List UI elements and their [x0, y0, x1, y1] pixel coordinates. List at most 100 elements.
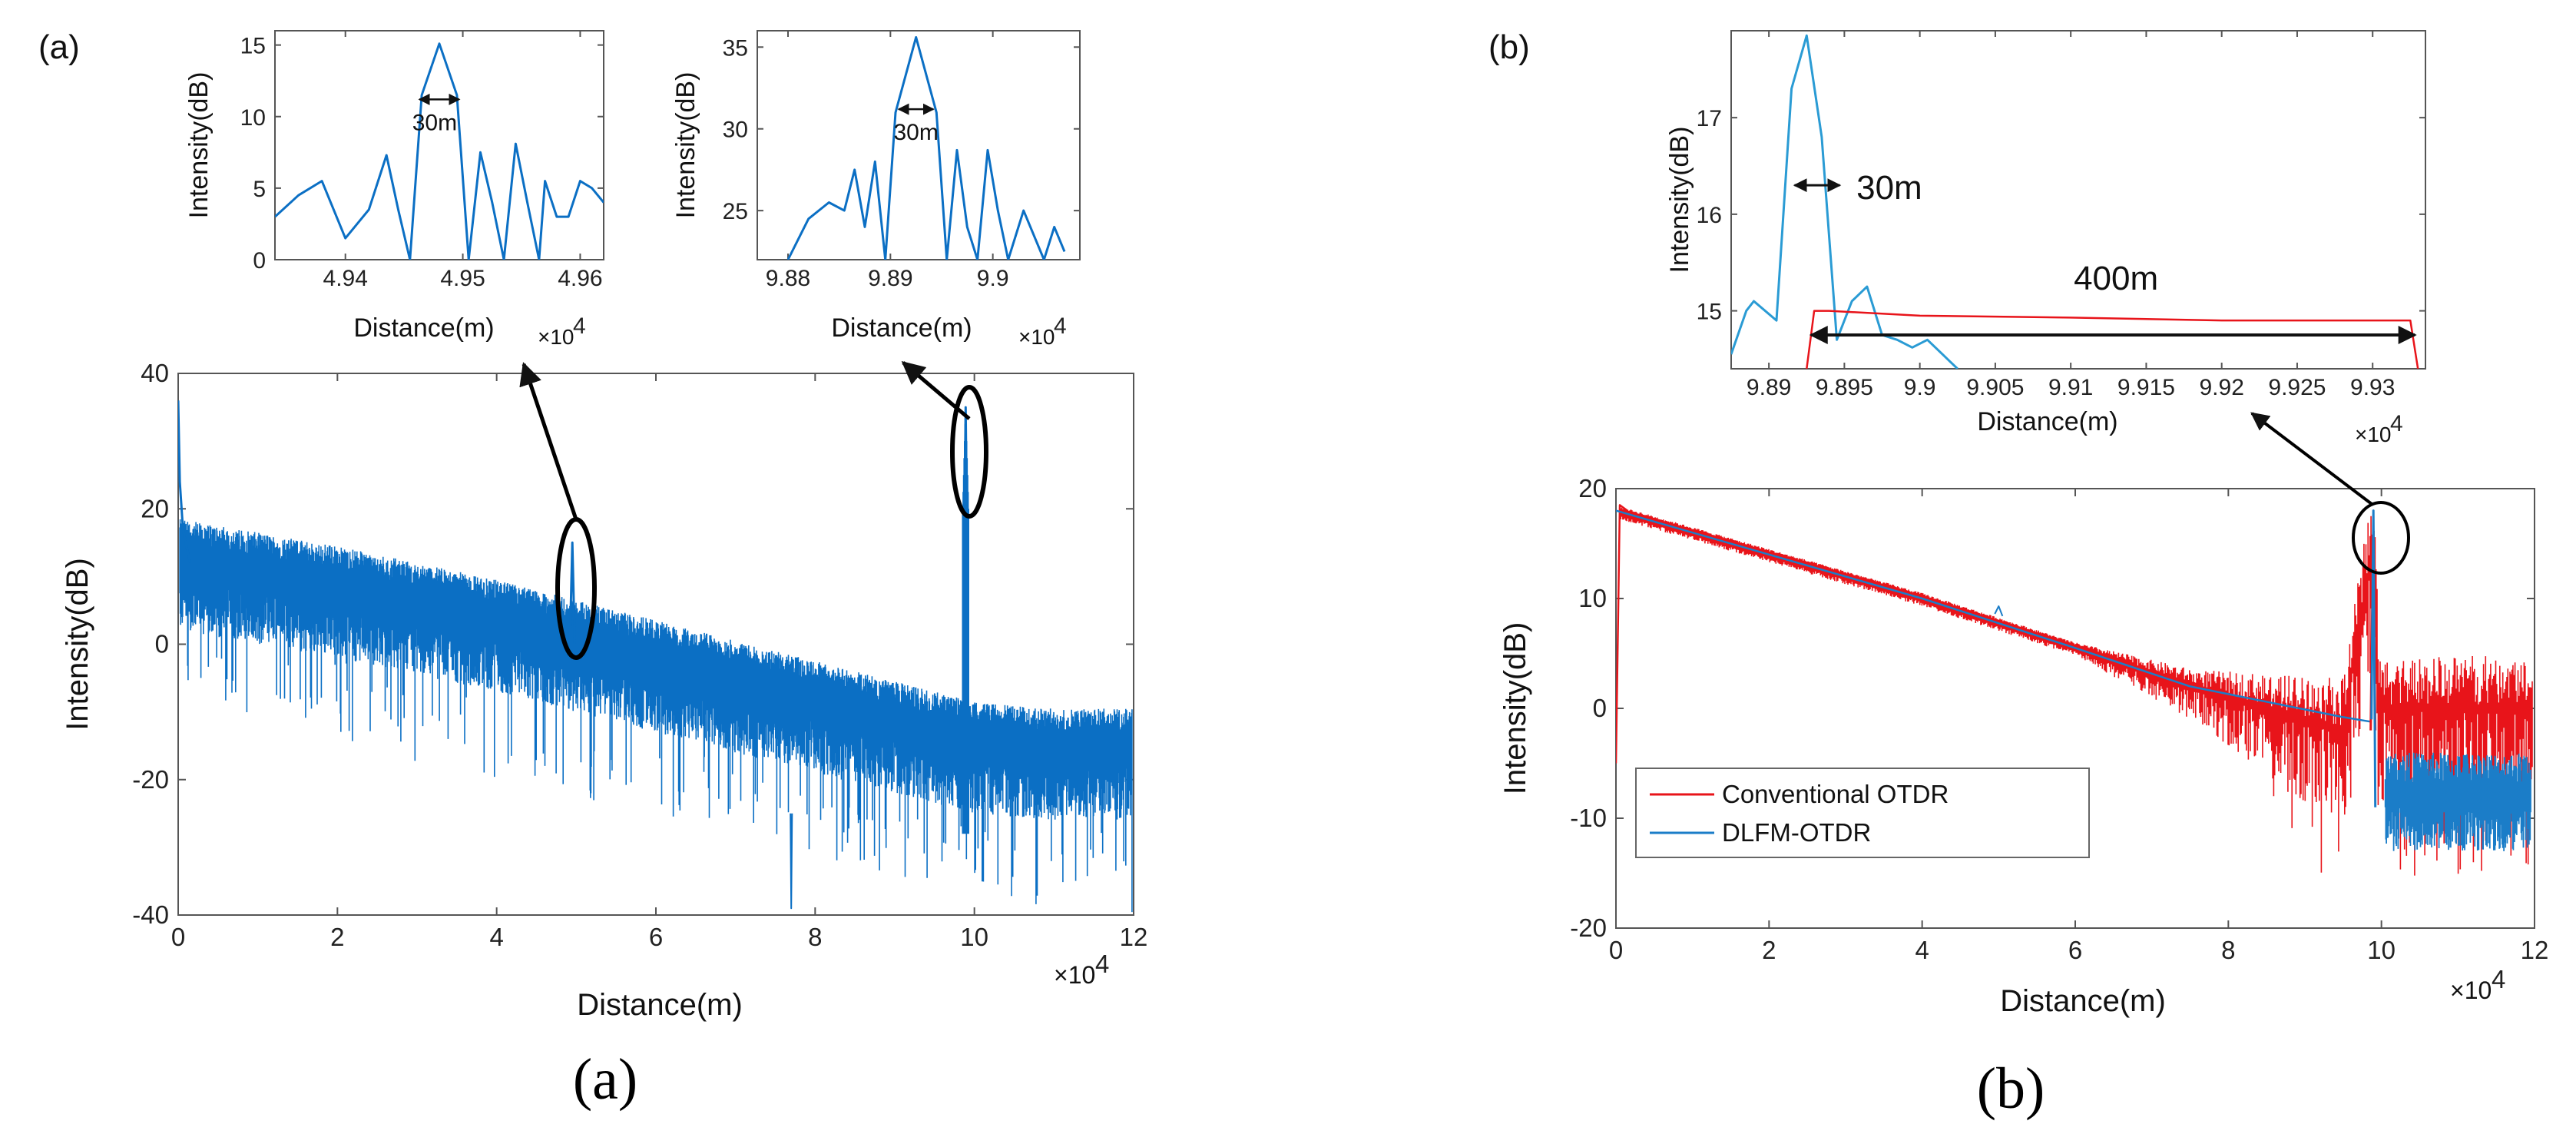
chart-a-inset1: 4.94 4.95 4.96 0 5 10 15 Distance(m) Intensity(d…: [184, 30, 604, 349]
y-tick-label: 30: [723, 118, 748, 143]
y-tick-label: -10: [1570, 804, 1607, 832]
chart-a-main: 0 2 4 6 8 10 12 -40 -20 0 20 40 Distance(m) Intensity…: [61, 359, 1147, 1022]
series-line: [275, 42, 604, 260]
x-exponent: 4: [1095, 950, 1109, 978]
x-tick-label: 6: [2068, 936, 2082, 964]
caption-a: (a): [573, 1047, 637, 1112]
x-tick-label: 10: [2367, 936, 2396, 964]
x-multiplier: ×10: [1054, 961, 1095, 989]
series-line: [786, 36, 1066, 260]
y-tick-label: -20: [1570, 914, 1607, 942]
chart-b-main: 0 2 4 6 8 10 12 -20 -10 0 10 20 Distance(m) Intensity…: [1498, 474, 2548, 1018]
x-tick-label: 9.93: [2350, 375, 2395, 400]
legend-box: [1635, 768, 2090, 858]
x-tick-label: 9.925: [2268, 375, 2326, 400]
series-dip: [790, 813, 793, 910]
y-axis-label: Intensity(dB): [671, 72, 700, 219]
x-tick-label: 0: [171, 923, 185, 951]
y-tick-label: 25: [723, 199, 748, 224]
x-tick-label: 4: [489, 923, 503, 951]
x-tick-label: 8: [808, 923, 822, 951]
series-start-spike: [178, 400, 192, 564]
x-tick-label: 9.88: [766, 266, 810, 291]
x-tick-label: 9.9: [1904, 375, 1936, 400]
annotation-30m: 30m: [1856, 169, 1922, 207]
x-tick-label: 4.96: [558, 266, 602, 291]
x-axis-label: Distance(m): [831, 313, 972, 343]
x-tick-label: 0: [1609, 936, 1623, 964]
y-tick-label: 16: [1697, 203, 1722, 228]
plot-frame: [274, 30, 604, 260]
x-tick-label: 9.9: [977, 266, 1009, 291]
y-axis-label: Intensity(dB): [1665, 127, 1694, 274]
annotation-400m: 400m: [2074, 260, 2158, 297]
y-tick-label: 5: [253, 177, 266, 202]
x-tick-label: 4.94: [323, 266, 368, 291]
x-tick-label: 2: [330, 923, 344, 951]
width-annotation: 30m: [893, 120, 938, 145]
caption-b: (b): [1977, 1056, 2045, 1121]
y-tick-label: 40: [141, 359, 169, 387]
x-multiplier: ×10: [538, 325, 574, 349]
x-tick-label: 4: [1915, 936, 1929, 964]
x-tick-label: 6: [649, 923, 663, 951]
x-multiplier: ×10: [1018, 325, 1055, 349]
y-tick-label: 35: [723, 35, 748, 61]
x-axis-label: Distance(m): [577, 988, 743, 1022]
x-tick-label: 9.91: [2048, 375, 2093, 400]
y-tick-label: -20: [132, 765, 169, 794]
callout-ellipse-3: [2352, 501, 2410, 575]
series-noise-band: [179, 519, 1133, 913]
plot-frame: [1730, 30, 2426, 370]
y-axis-label: Intensity(dB): [61, 558, 94, 731]
x-tick-label: 9.905: [1966, 375, 2024, 400]
series-peak-band: [962, 407, 969, 834]
y-tick-label: 0: [1593, 694, 1607, 722]
callout-arrow-1: [519, 362, 578, 520]
y-tick-label: 15: [240, 34, 266, 59]
x-tick-label: 4.95: [440, 266, 485, 291]
series-dlfm-line: [1731, 34, 1958, 369]
x-tick-label: 12: [2521, 936, 2549, 964]
x-axis-label: Distance(m): [353, 313, 494, 343]
y-tick-label: -40: [132, 900, 169, 929]
y-axis-label: Intensity(dB): [184, 72, 214, 219]
y-tick-label: 10: [1578, 584, 1607, 612]
y-tick-label: 17: [1697, 106, 1722, 131]
panel-label-b: (b): [1488, 28, 1530, 66]
x-tick-label: 9.89: [868, 266, 912, 291]
y-tick-label: 20: [141, 494, 169, 522]
series-dlfm-noise: [2384, 752, 2531, 851]
x-axis-label: Distance(m): [1977, 407, 2117, 436]
series-dlfm-spike: [2370, 509, 2377, 807]
x-tick-label: 9.92: [2200, 375, 2244, 400]
y-tick-label: 15: [1697, 300, 1722, 325]
chart-b-inset: 9.89 9.895 9.9 9.905 9.91 9.915 9.92 9.925 9.93 1…: [1665, 30, 2426, 446]
callout-arrow-3: [2250, 412, 2373, 506]
series-peak: [568, 541, 576, 645]
callout-arrow-2: [901, 361, 971, 420]
callout-ellipse-2: [950, 385, 988, 519]
y-tick-label: 20: [1578, 474, 1607, 502]
x-tick-label: 9.89: [1747, 375, 1791, 400]
x-multiplier: ×10: [2355, 423, 2392, 446]
series-dlfm-bump: [1994, 605, 2004, 617]
series-dlfm-trend: [1616, 509, 2370, 723]
legend-label-conventional: Conventional OTDR: [1722, 780, 1949, 808]
plot-frame: [757, 30, 1081, 260]
width-annotation: 30m: [412, 110, 457, 135]
legend-label-dlfm: DLFM-OTDR: [1722, 818, 1871, 847]
x-tick-label: 8: [2221, 936, 2235, 964]
x-exponent: 4: [2492, 965, 2505, 993]
x-tick-label: 9.895: [1816, 375, 1873, 400]
x-exponent: 4: [1054, 313, 1067, 339]
x-tick-label: 12: [1120, 923, 1148, 951]
y-tick-label: 10: [240, 105, 266, 131]
x-exponent: 4: [573, 313, 586, 339]
y-tick-label: 0: [155, 630, 169, 658]
series-conventional-line: [1806, 310, 2419, 369]
legend: Conventional OTDR DLFM-OTDR: [1635, 768, 2090, 858]
x-multiplier: ×10: [2450, 976, 2492, 1004]
panel-label-a: (a): [38, 28, 80, 66]
